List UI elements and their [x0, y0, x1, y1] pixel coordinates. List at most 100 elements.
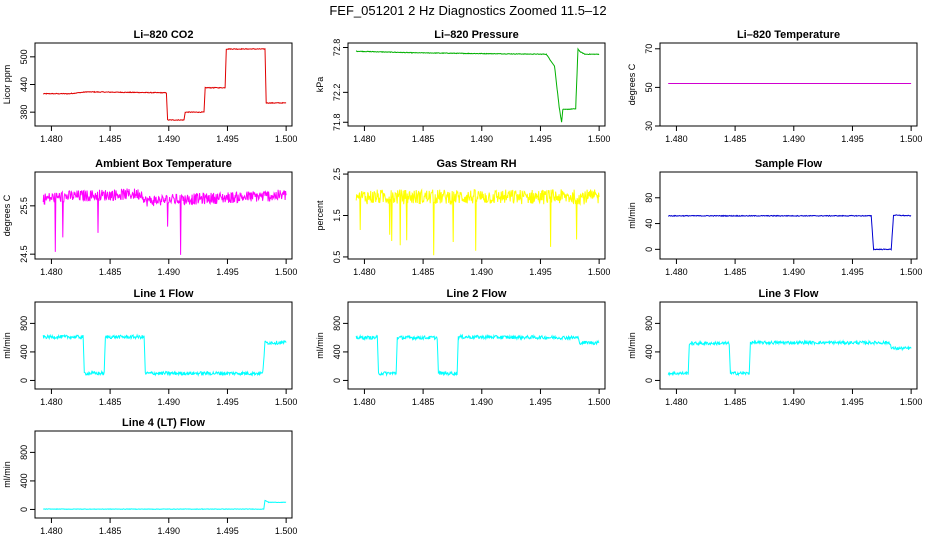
plot-frame — [347, 42, 606, 127]
plot-frame — [34, 301, 293, 390]
y-tick-label: 400 — [19, 473, 29, 488]
plot-frame — [34, 171, 293, 260]
y-tick-label: 2.5 — [332, 168, 342, 181]
x-tick-label: 1.490 — [471, 267, 494, 277]
panel-2: Li–820 Pressure 1.480 1.485 1.490 1.495 1.500… — [315, 29, 610, 144]
x-tick-label: 1.500 — [900, 397, 923, 407]
y-axis-label: ml/min — [627, 202, 637, 229]
y-tick-label: 0.5 — [332, 251, 342, 264]
y-tick-label: 80 — [644, 193, 654, 203]
y-tick-label: 25.5 — [19, 197, 29, 215]
x-tick-label: 1.495 — [529, 267, 552, 277]
x-tick-label: 1.485 — [99, 397, 122, 407]
x-tick-label: 1.500 — [275, 397, 298, 407]
y-tick-label: 24.5 — [19, 245, 29, 263]
x-tick-label: 1.480 — [665, 397, 688, 407]
x-tick-label: 1.480 — [40, 526, 63, 536]
x-tick-label: 1.500 — [588, 134, 611, 144]
y-tick-label: 0 — [19, 378, 29, 383]
panel-title: Gas Stream RH — [436, 158, 516, 170]
panel-title: Line 3 Flow — [759, 288, 819, 300]
x-tick-label: 1.480 — [40, 267, 63, 277]
panel-10: Line 4 (LT) Flow 1.480 1.485 1.490 1.495 1.50… — [2, 417, 297, 536]
y-tick-label: 1.5 — [332, 209, 342, 222]
plot-frame — [659, 301, 918, 390]
x-tick-label: 1.490 — [158, 397, 181, 407]
x-tick-label: 1.500 — [275, 134, 298, 144]
x-tick-label: 1.490 — [158, 134, 181, 144]
x-tick-label: 1.480 — [665, 267, 688, 277]
plot-frame — [659, 171, 918, 260]
y-tick-label: 71.8 — [332, 113, 342, 131]
x-tick-label: 1.500 — [275, 267, 298, 277]
y-tick-label: 800 — [644, 316, 654, 331]
x-tick-label: 1.485 — [724, 397, 747, 407]
panel-1: Li–820 CO2 1.480 1.485 1.490 1.495 1.500 380 44… — [2, 29, 297, 144]
y-tick-label: 800 — [332, 316, 342, 331]
y-axis-label: ml/min — [2, 332, 12, 359]
x-tick-label: 1.485 — [724, 134, 747, 144]
x-tick-label: 1.485 — [724, 267, 747, 277]
y-axis-label: ml/min — [627, 332, 637, 359]
y-tick-label: 72.8 — [332, 39, 342, 57]
panel-title: Line 4 (LT) Flow — [122, 417, 205, 429]
y-axis-label: Licor ppm — [2, 65, 12, 105]
panel-4: Ambient Box Temperature 1.480 1.485 1.490 1.… — [2, 158, 297, 277]
series-line — [355, 47, 600, 123]
series-line — [355, 333, 600, 377]
panel-title: Li–820 CO2 — [134, 29, 194, 41]
series-line — [355, 188, 600, 256]
x-tick-label: 1.485 — [412, 267, 435, 277]
panel-6: Sample Flow 1.480 1.485 1.490 1.495 1.500 0 40 8… — [627, 158, 922, 277]
plot-frame — [34, 42, 293, 127]
x-tick-label: 1.490 — [783, 134, 806, 144]
x-tick-label: 1.490 — [158, 526, 181, 536]
series-line — [42, 188, 287, 255]
y-tick-label: 380 — [19, 105, 29, 120]
panel-8: Line 2 Flow 1.480 1.485 1.490 1.495 1.500 0 400… — [315, 288, 610, 407]
y-tick-label: 72.2 — [332, 84, 342, 102]
x-tick-label: 1.495 — [841, 267, 864, 277]
x-tick-label: 1.485 — [412, 134, 435, 144]
y-tick-label: 400 — [644, 344, 654, 359]
figure-title: FEF_051201 2 Hz Diagnostics Zoomed 11.5–… — [329, 3, 606, 18]
y-tick-label: 440 — [19, 77, 29, 92]
plot-frame — [659, 42, 918, 127]
series-line — [42, 47, 287, 121]
y-axis-label: percent — [315, 200, 325, 231]
panel-5: Gas Stream RH 1.480 1.485 1.490 1.495 1.500 0.… — [315, 158, 610, 277]
y-tick-label: 50 — [644, 82, 654, 92]
x-tick-label: 1.485 — [99, 134, 122, 144]
x-tick-label: 1.480 — [353, 397, 376, 407]
y-tick-label: 30 — [644, 121, 654, 131]
x-tick-label: 1.500 — [900, 267, 923, 277]
y-tick-label: 800 — [19, 316, 29, 331]
x-tick-label: 1.485 — [412, 397, 435, 407]
x-tick-label: 1.480 — [665, 134, 688, 144]
series-line — [668, 214, 912, 251]
x-tick-label: 1.500 — [588, 267, 611, 277]
x-tick-label: 1.500 — [275, 526, 298, 536]
x-tick-label: 1.485 — [99, 267, 122, 277]
y-tick-label: 0 — [332, 378, 342, 383]
x-tick-label: 1.495 — [529, 134, 552, 144]
panel-title: Ambient Box Temperature — [95, 158, 232, 170]
panel-3: Li–820 Temperature 1.480 1.485 1.490 1.495 1.… — [627, 29, 922, 144]
x-tick-label: 1.495 — [216, 526, 239, 536]
panel-title: Sample Flow — [755, 158, 823, 170]
y-axis-label: ml/min — [2, 461, 12, 488]
series-line — [43, 499, 287, 510]
y-tick-label: 800 — [19, 445, 29, 460]
x-tick-label: 1.495 — [216, 267, 239, 277]
x-tick-label: 1.495 — [529, 397, 552, 407]
x-tick-label: 1.485 — [99, 526, 122, 536]
series-line — [42, 333, 287, 377]
x-tick-label: 1.490 — [783, 267, 806, 277]
panel-title: Line 1 Flow — [134, 288, 194, 300]
plot-frame — [34, 430, 293, 519]
panel-title: Li–820 Pressure — [434, 29, 518, 41]
y-tick-label: 0 — [644, 378, 654, 383]
x-tick-label: 1.495 — [841, 397, 864, 407]
panel-title: Line 2 Flow — [447, 288, 507, 300]
x-tick-label: 1.495 — [216, 134, 239, 144]
